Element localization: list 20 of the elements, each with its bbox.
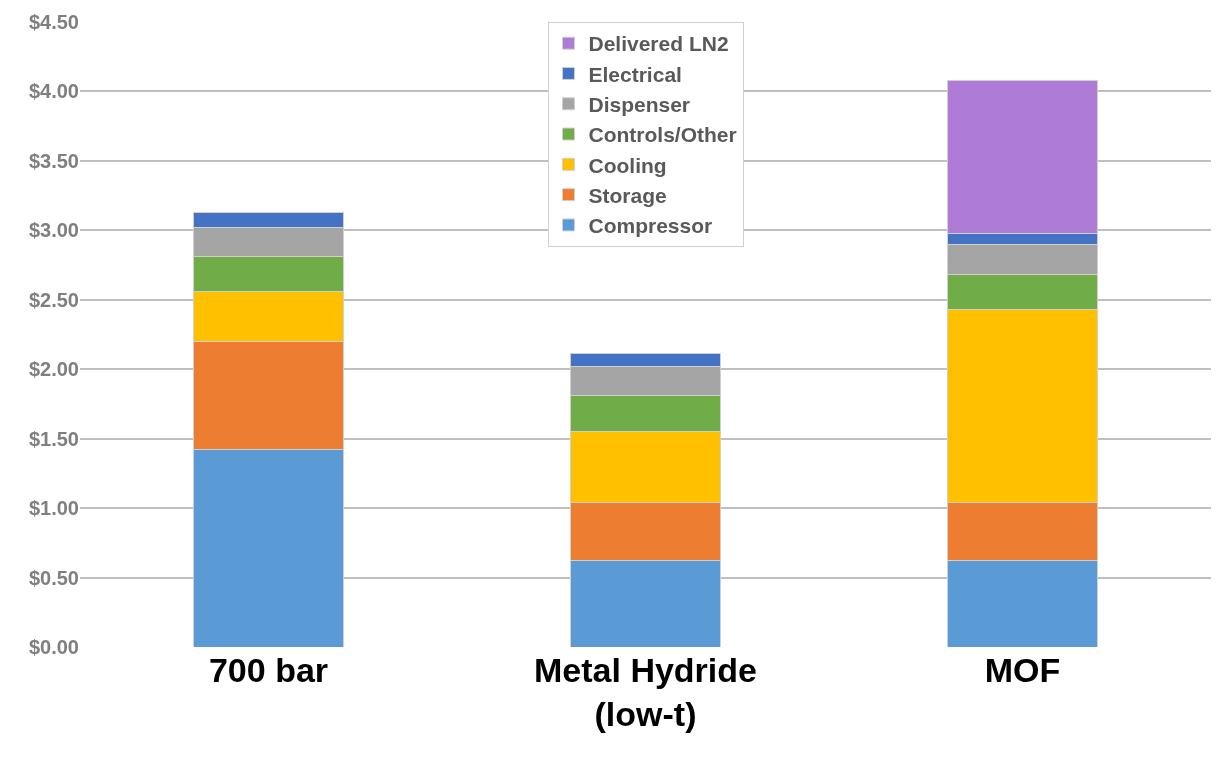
y-tick-label: $3.50 [28, 149, 79, 172]
legend-label: Dispenser [588, 92, 691, 116]
y-tick-label: $0.50 [28, 566, 79, 589]
legend-label: Cooling [588, 153, 667, 177]
legend-label: Storage [588, 183, 667, 207]
y-tick-label: $2.00 [28, 358, 79, 381]
x-tick-label: Metal Hydride (low-t) [534, 651, 757, 734]
legend-label: Delivered LN2 [588, 32, 729, 56]
y-tick-label: $2.50 [28, 288, 79, 311]
legend-label: Compressor [588, 214, 713, 238]
y-tick-label: $4.00 [28, 80, 79, 103]
y-tick-label: $3.00 [28, 219, 79, 242]
x-tick-label: 700 bar [208, 651, 329, 689]
legend-label: Electrical [588, 62, 682, 86]
y-tick-label: $1.00 [28, 497, 79, 520]
y-tick-label: $1.50 [28, 427, 79, 450]
x-tick-label: MOF [984, 651, 1061, 689]
y-tick-label: $4.50 [28, 11, 79, 33]
legend-label: Controls/Other [588, 123, 737, 147]
y-tick-label: $0.00 [28, 636, 79, 658]
